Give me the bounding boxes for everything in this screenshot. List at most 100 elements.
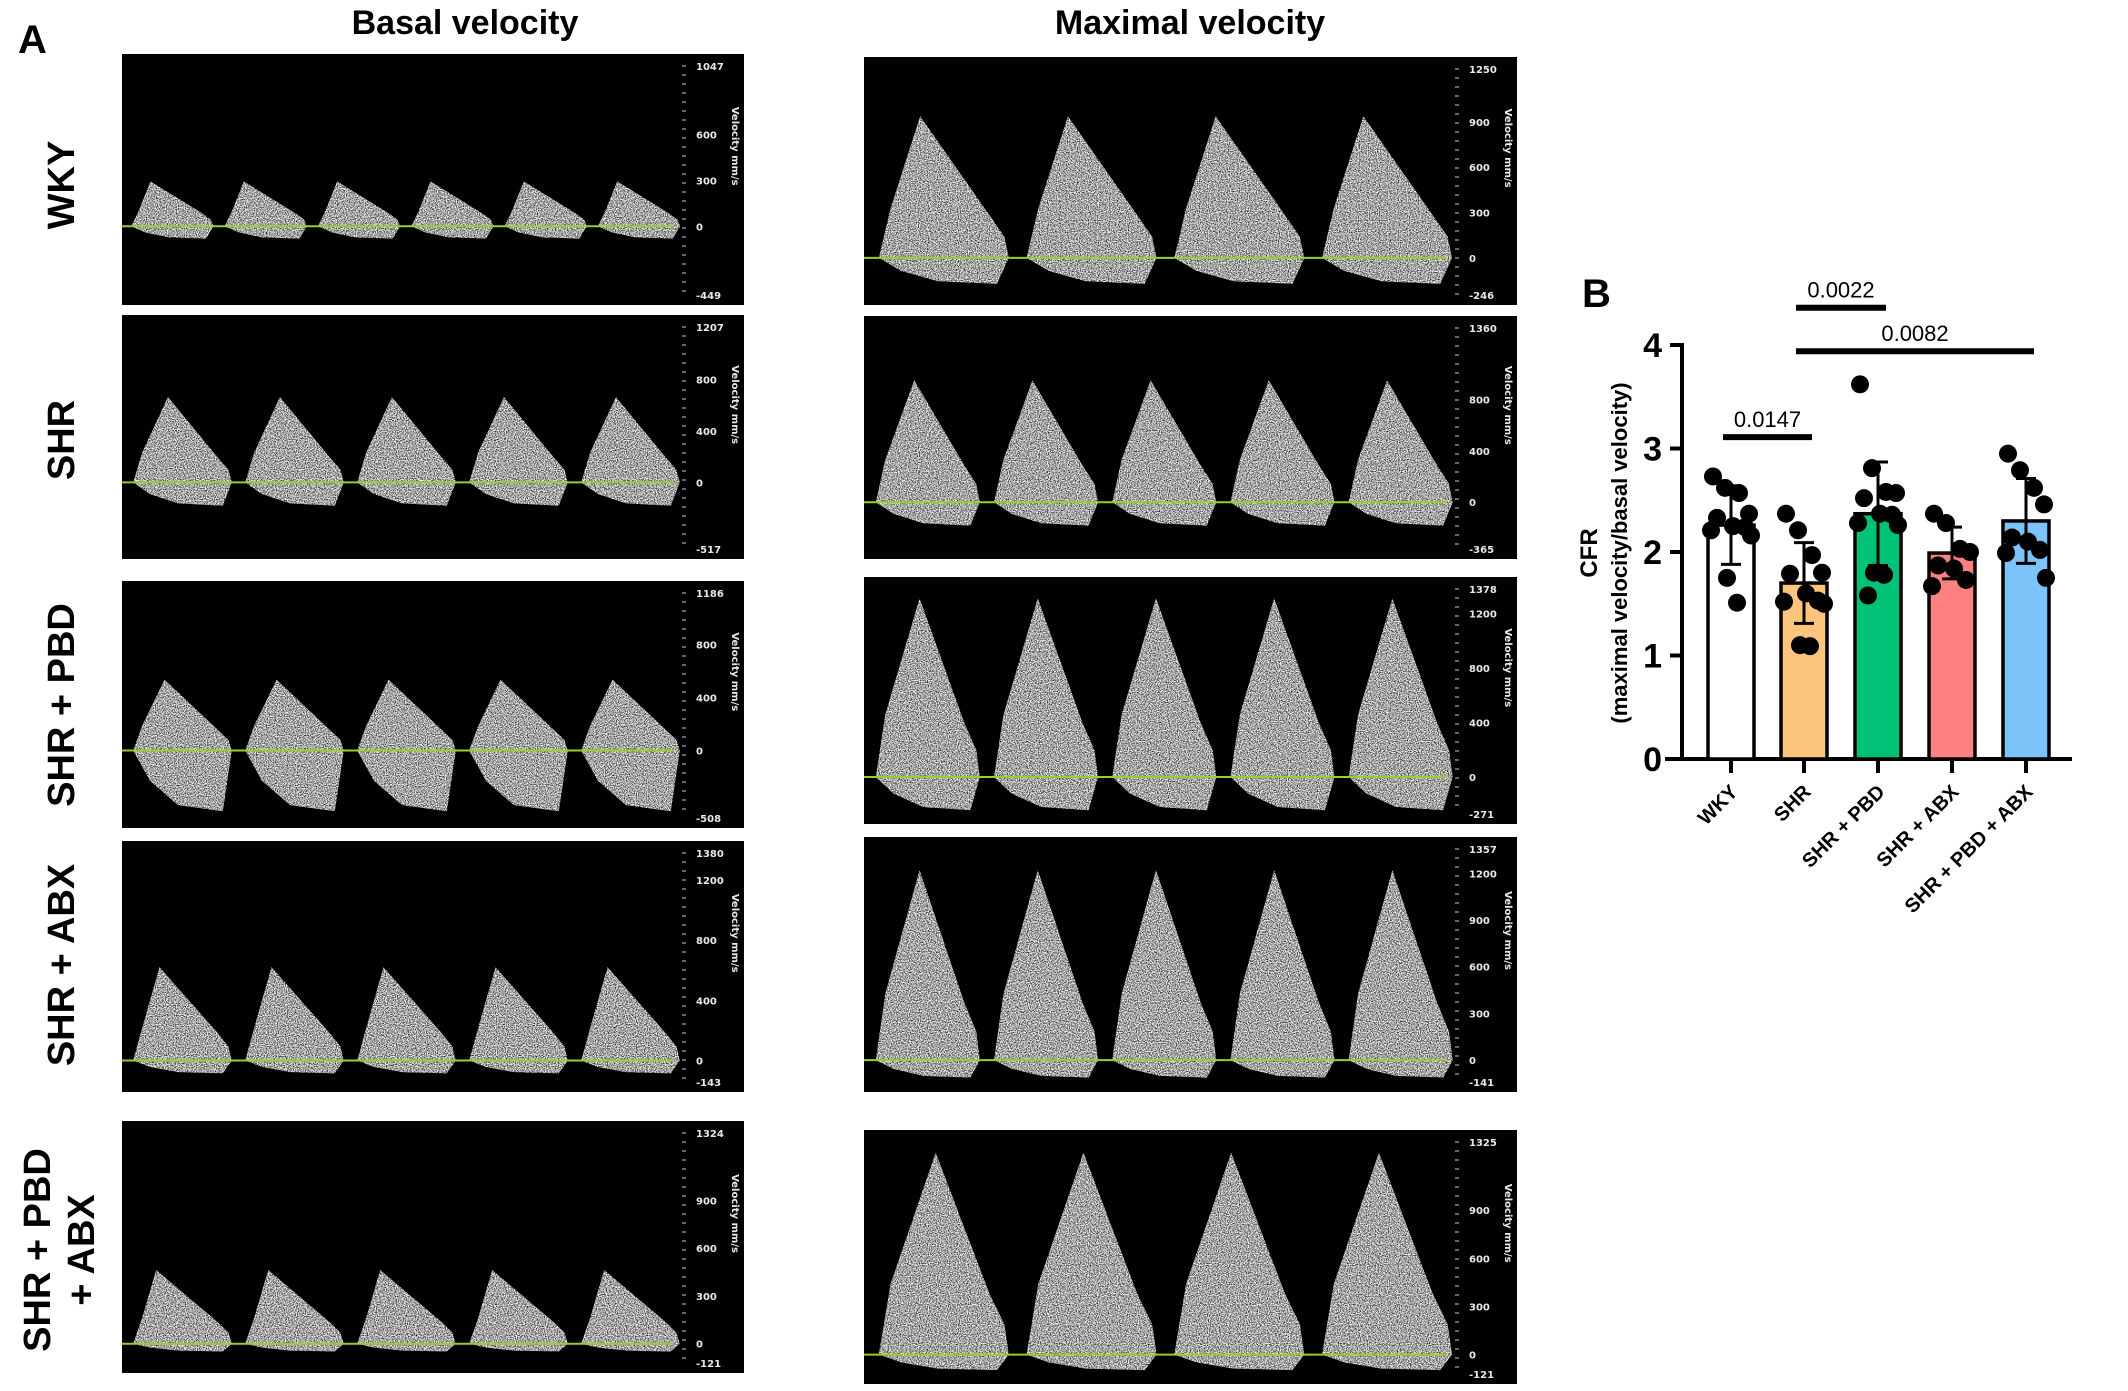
velocity-tick-label: 600 [1469, 163, 1490, 174]
velocity-tick-label: 300 [1469, 1302, 1490, 1313]
doppler-waveform [875, 870, 1453, 1078]
doppler-waveform [133, 1269, 680, 1352]
velocity-tick-label: 800 [696, 375, 717, 386]
velocity-tick-label: 1250 [1469, 65, 1497, 76]
data-point [2019, 532, 2037, 551]
x-tick-label: WKY [1694, 781, 1743, 830]
data-point [1702, 521, 1720, 540]
data-point [1797, 584, 1815, 603]
x-tick-label: SHR [1770, 781, 1816, 827]
data-point [1923, 577, 1941, 596]
velocity-tick-label: 1324 [696, 1129, 724, 1140]
data-point [1742, 526, 1760, 545]
velocity-tick-label: 300 [1469, 209, 1490, 220]
data-point [1997, 544, 2015, 563]
velocity-tick-label: 0 [1469, 773, 1476, 784]
velocity-tick-label: -365 [1469, 545, 1494, 556]
velocity-tick-label: -271 [1469, 810, 1494, 821]
data-point [2025, 478, 2043, 497]
data-point [2031, 540, 2049, 559]
doppler-basal-3: 1380 1200 800 400 0 -143 Velocity mm/s [122, 841, 744, 1092]
velocity-tick-label: 0 [696, 222, 703, 233]
row-label-shr: SHR [41, 399, 83, 481]
velocity-axis-label: Velocity mm/s [1502, 366, 1513, 445]
velocity-tick-label: -508 [696, 814, 721, 825]
velocity-axis-label: Velocity mm/s [729, 632, 740, 711]
p-value-label: 0.0022 [1807, 278, 1874, 303]
velocity-tick-label: 0 [696, 1056, 703, 1067]
velocity-tick-label: 1378 [1469, 585, 1497, 596]
data-point [1859, 586, 1877, 605]
velocity-tick-label: 0 [1469, 1056, 1476, 1067]
data-point [1730, 484, 1748, 503]
velocity-tick-label: 400 [696, 427, 717, 438]
bar-1 [1779, 581, 1829, 761]
doppler-waveform [875, 380, 1453, 526]
velocity-tick-label: 600 [696, 1244, 717, 1255]
data-point [1871, 504, 1889, 523]
velocity-tick-label: 1186 [696, 589, 724, 600]
doppler-basal-0: 1047 600 300 0 -449 Velocity mm/s [122, 54, 744, 305]
velocity-tick-label: 0 [1469, 498, 1476, 509]
velocity-tick-label: 900 [1469, 916, 1490, 927]
velocity-tick-label: 400 [1469, 447, 1490, 458]
velocity-tick-label: 300 [696, 176, 717, 187]
doppler-maximal-4: 1325 900 600 300 0 -121 Velocity mm/s [864, 1130, 1517, 1384]
velocity-tick-label: 800 [696, 640, 717, 651]
velocity-tick-label: 800 [1469, 664, 1490, 675]
velocity-tick-label: 900 [1469, 118, 1490, 129]
row-label-shr-abx: SHR + ABX [41, 863, 83, 1067]
velocity-axis-label: Velocity mm/s [1502, 1184, 1513, 1263]
velocity-tick-label: 1360 [1469, 324, 1497, 335]
y-axis-sublabel: (maximal velocity/basal velocity) [1607, 382, 1632, 723]
doppler-waveform [878, 116, 1453, 284]
doppler-maximal-2: 1378 1200 800 400 0 -271 Velocity mm/s [864, 577, 1517, 824]
x-tick-label: SHR + PBD [1798, 781, 1889, 872]
data-point [1724, 517, 1742, 536]
data-point [1883, 505, 1901, 524]
velocity-tick-label: 0 [1469, 1351, 1476, 1362]
velocity-tick-label: 300 [1469, 1009, 1490, 1020]
velocity-tick-label: -143 [696, 1078, 721, 1089]
velocity-tick-label: 1200 [1469, 609, 1497, 620]
velocity-tick-label: 400 [1469, 718, 1490, 729]
velocity-axis-label: Velocity mm/s [729, 107, 740, 186]
velocity-tick-label: -517 [696, 545, 721, 556]
doppler-maximal-1: 1360 800 400 0 -365 Velocity mm/s [864, 316, 1517, 559]
doppler-waveform [131, 181, 681, 239]
velocity-tick-label: 0 [696, 1340, 703, 1351]
velocity-tick-label: 400 [696, 996, 717, 1007]
velocity-axis-label: Velocity mm/s [729, 365, 740, 444]
data-point [2035, 495, 2053, 514]
data-point [1865, 563, 1883, 582]
data-point [1775, 592, 1793, 611]
row-label-shr-pbd: SHR + PBD [41, 603, 83, 807]
data-point [1791, 636, 1809, 655]
column-title-basal: Basal velocity [351, 4, 579, 42]
panel-b-label: B [1582, 272, 1611, 316]
velocity-tick-label: 400 [696, 693, 717, 704]
velocity-tick-label: 1200 [1469, 869, 1497, 880]
data-point [1877, 482, 1895, 501]
p-value-label: 0.0147 [1734, 407, 1801, 432]
data-point [2011, 461, 2029, 480]
velocity-tick-label: 600 [1469, 1254, 1490, 1265]
doppler-maximal-3: 1357 1200 900 600 300 0 -141 Velocity mm/s [864, 837, 1517, 1092]
data-point [1957, 570, 1975, 589]
velocity-tick-label: -246 [1469, 291, 1494, 302]
data-point [1718, 568, 1736, 587]
velocity-tick-label: 900 [696, 1196, 717, 1207]
bar-4 [2001, 519, 2051, 761]
velocity-tick-label: 1325 [1469, 1138, 1497, 1149]
data-point [1851, 375, 1869, 394]
bar-2 [1853, 511, 1903, 761]
data-point [1855, 489, 1873, 508]
velocity-tick-label: -449 [696, 291, 721, 302]
doppler-waveform [133, 967, 680, 1074]
doppler-waveform [875, 598, 1453, 811]
velocity-tick-label: 0 [1469, 254, 1476, 265]
data-point [1777, 504, 1795, 523]
doppler-basal-4: 1324 900 600 300 0 -121 Velocity mm/s [122, 1121, 744, 1373]
data-point [1704, 467, 1722, 486]
velocity-tick-label: -121 [1469, 1370, 1494, 1381]
